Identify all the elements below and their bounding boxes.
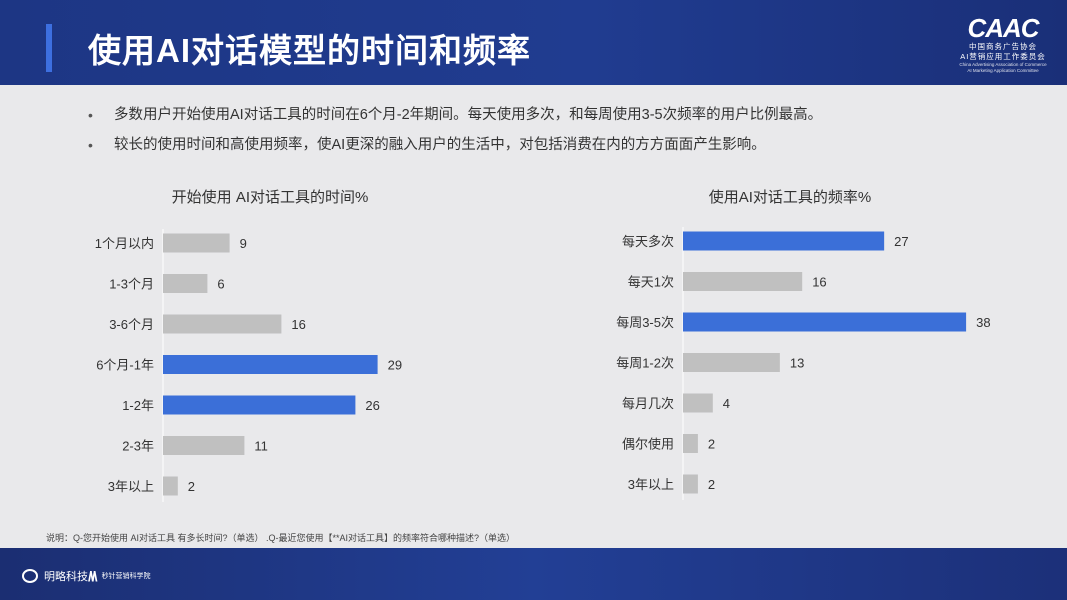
logo-cn-line1: 中国商务广告协会 [969,42,1037,51]
value-label: 27 [894,234,908,249]
header-bar: 使用AI对话模型的时间和频率 CAAC 中国商务广告协会 AI营销应用工作委员会… [0,0,1067,85]
bar [163,436,245,455]
bar [683,312,967,332]
logo-en-line1: China Advertising Association of Commerc… [959,62,1047,67]
logo-en-line2: AI Marketing Application Committee [967,68,1039,73]
bar [163,395,356,415]
mininglamp-logo-icon [22,569,38,583]
category-label: 偶尔使用 [622,437,674,452]
category-label: 每周1-2次 [616,356,674,371]
category-label: 3-6个月 [109,317,154,332]
bar [683,353,780,372]
bullet-item: • 多数用户开始使用AI对话工具的时间在6个月-2年期间。每天使用多次，和每周使… [88,100,1008,130]
page-title: 使用AI对话模型的时间和频率 [88,32,531,69]
bar [683,231,885,251]
category-label: 3年以上 [628,477,674,492]
brand-mininglamp: 明略科技 [22,568,88,584]
bullet-text: 多数用户开始使用AI对话工具的时间在6个月-2年期间。每天使用多次，和每周使用3… [114,107,823,123]
footnote: 说明：Q-您开始使用 AI对话工具 有多长时间?（单选） .Q-最近您使用【**… [46,533,516,543]
bar [683,272,803,291]
value-label: 2 [188,479,195,494]
value-label: 16 [291,317,305,332]
value-label: 9 [240,236,247,251]
brand-miaozhen: /\/\ 秒针营销科学院 [88,568,151,584]
value-label: 2 [708,477,715,492]
bar [163,314,282,334]
bar [683,393,713,413]
value-label: 26 [365,398,379,413]
category-label: 每天多次 [622,234,674,249]
bullet-dot: • [88,137,93,153]
summary-bullets: • 多数用户开始使用AI对话工具的时间在6个月-2年期间。每天使用多次，和每周使… [88,100,1008,160]
bar [163,476,178,496]
value-label: 2 [708,437,715,452]
chart-title-duration: 开始使用 AI对话工具的时间% [171,189,369,206]
bar [163,355,378,374]
brand-mininglamp-label: 明略科技 [44,571,88,583]
category-label: 3年以上 [108,479,154,494]
category-label: 2-3年 [122,439,154,454]
bullet-item: • 较长的使用时间和高使用频率，使AI更深的融入用户的生活中，对包括消费在内的方… [88,130,1008,160]
bullet-text: 较长的使用时间和高使用频率，使AI更深的融入用户的生活中，对包括消费在内的方方面… [114,137,766,153]
category-label: 6个月-1年 [96,358,154,373]
brand-miaozhen-label: 秒针营销科学院 [101,573,151,580]
logo-cn-line2: AI营销应用工作委员会 [960,52,1046,61]
bar [683,434,698,453]
chart-title-frequency: 使用AI对话工具的频率% [708,189,872,206]
value-label: 13 [790,356,804,371]
footer-bar: 明略科技 /\/\ 秒针营销科学院 [0,548,1067,600]
value-label: 29 [388,358,402,373]
value-label: 11 [254,439,268,454]
bullet-dot: • [88,107,93,123]
value-label: 6 [217,277,224,292]
category-label: 每天1次 [628,275,674,290]
value-label: 38 [976,315,990,330]
category-label: 每周3-5次 [616,315,674,330]
caac-logo: CAAC 中国商务广告协会 AI营销应用工作委员会 China Advertis… [959,14,1047,74]
bar [683,474,698,494]
category-label: 1-2年 [122,398,154,413]
bar-charts: 1个月以内 9 1-3个月 6 3-6个月 16 6个月-1年 29 1-2年 26 2-3年 11 3… [95,227,991,502]
logo-mark: CAAC [967,13,1039,43]
category-label: 1个月以内 [95,236,154,251]
value-label: 16 [812,275,826,290]
bar [163,274,208,293]
value-label: 4 [723,396,730,411]
category-label: 1-3个月 [109,277,154,292]
title-accent-bar [46,24,52,72]
miaozhen-logo-icon: /\/\ [88,568,97,584]
bar [163,233,230,253]
category-label: 每月几次 [622,396,674,411]
